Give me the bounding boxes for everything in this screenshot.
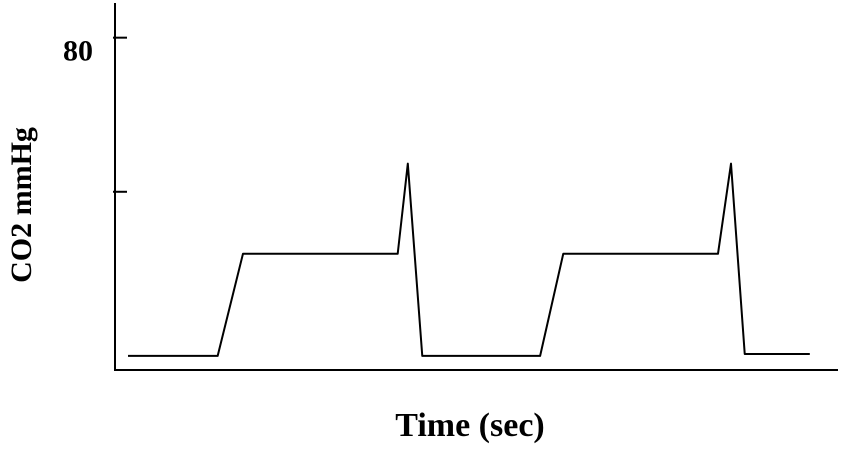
x-axis-label: Time (sec) xyxy=(395,407,544,444)
y-axis-label: CO2 mmHg xyxy=(5,127,38,283)
y-tick-label: 80 xyxy=(63,35,93,68)
trace-line xyxy=(128,162,810,357)
